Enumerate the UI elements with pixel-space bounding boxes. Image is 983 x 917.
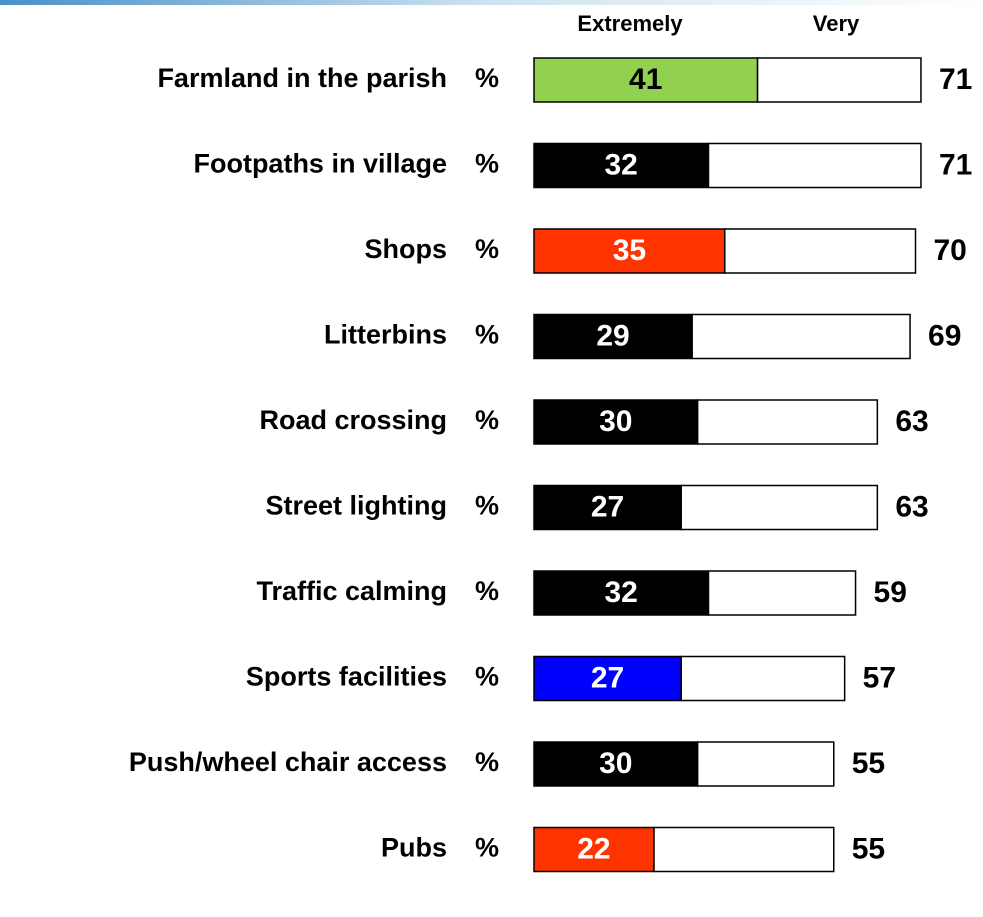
category-label: Sports facilities xyxy=(246,662,447,692)
decor-bar xyxy=(0,0,983,5)
data-label: 41 xyxy=(629,63,662,96)
category-label: Pubs xyxy=(381,833,447,863)
bar-segment xyxy=(696,399,879,445)
bar-segment xyxy=(696,741,835,787)
data-label: 32 xyxy=(605,576,638,609)
data-label: 27 xyxy=(591,490,624,523)
bar-segment xyxy=(707,570,857,616)
category-label: Push/wheel chair access xyxy=(129,747,447,777)
category-label: Footpaths in village xyxy=(193,149,447,179)
legend-label: Very xyxy=(813,11,860,36)
unit-label: % xyxy=(475,149,499,179)
data-label: 32 xyxy=(605,148,638,181)
data-label: 30 xyxy=(599,747,632,780)
unit-label: % xyxy=(475,662,499,692)
bar-segment xyxy=(533,399,699,445)
category-label: Shops xyxy=(364,234,447,264)
total-label: 55 xyxy=(852,747,885,780)
total-label: 63 xyxy=(895,405,928,438)
bar-segment xyxy=(533,655,682,702)
bar-segment xyxy=(691,313,911,360)
data-label: 29 xyxy=(596,319,629,352)
total-label: 70 xyxy=(934,234,967,267)
category-label: Road crossing xyxy=(259,405,447,435)
total-label: 69 xyxy=(928,319,961,352)
bar-segment xyxy=(707,142,922,189)
data-label: 30 xyxy=(599,405,632,438)
category-label: Farmland in the parish xyxy=(157,63,447,93)
unit-label: % xyxy=(475,320,499,350)
category-label: Street lighting xyxy=(266,491,448,521)
unit-label: % xyxy=(475,833,499,863)
category-label: Traffic calming xyxy=(256,576,447,606)
unit-label: % xyxy=(475,405,499,435)
total-label: 55 xyxy=(852,832,885,865)
bar-segment xyxy=(653,826,835,873)
data-label: 22 xyxy=(577,832,610,865)
total-label: 71 xyxy=(939,63,972,96)
bar-segment xyxy=(533,313,693,360)
total-label: 59 xyxy=(874,576,907,609)
bar-segment xyxy=(680,655,846,702)
bar-segment xyxy=(533,741,699,787)
bar-segment xyxy=(533,570,710,616)
unit-label: % xyxy=(475,63,499,93)
legend-label: Extremely xyxy=(577,11,683,36)
unit-label: % xyxy=(475,747,499,777)
total-label: 57 xyxy=(863,661,896,694)
total-label: 63 xyxy=(895,490,928,523)
bar-segment xyxy=(533,57,759,103)
unit-label: % xyxy=(475,491,499,521)
category-label: Litterbins xyxy=(324,320,447,350)
bar-segment xyxy=(756,57,922,103)
data-label: 35 xyxy=(613,234,646,267)
data-label: 27 xyxy=(591,661,624,694)
unit-label: % xyxy=(475,234,499,264)
bar-segment xyxy=(680,484,879,531)
bar-segment xyxy=(724,228,917,274)
bar-segment xyxy=(533,826,655,873)
bar-segment xyxy=(533,228,726,274)
bar-segment xyxy=(533,484,682,531)
bar-segment xyxy=(533,142,710,189)
unit-label: % xyxy=(475,576,499,606)
total-label: 71 xyxy=(939,148,972,181)
